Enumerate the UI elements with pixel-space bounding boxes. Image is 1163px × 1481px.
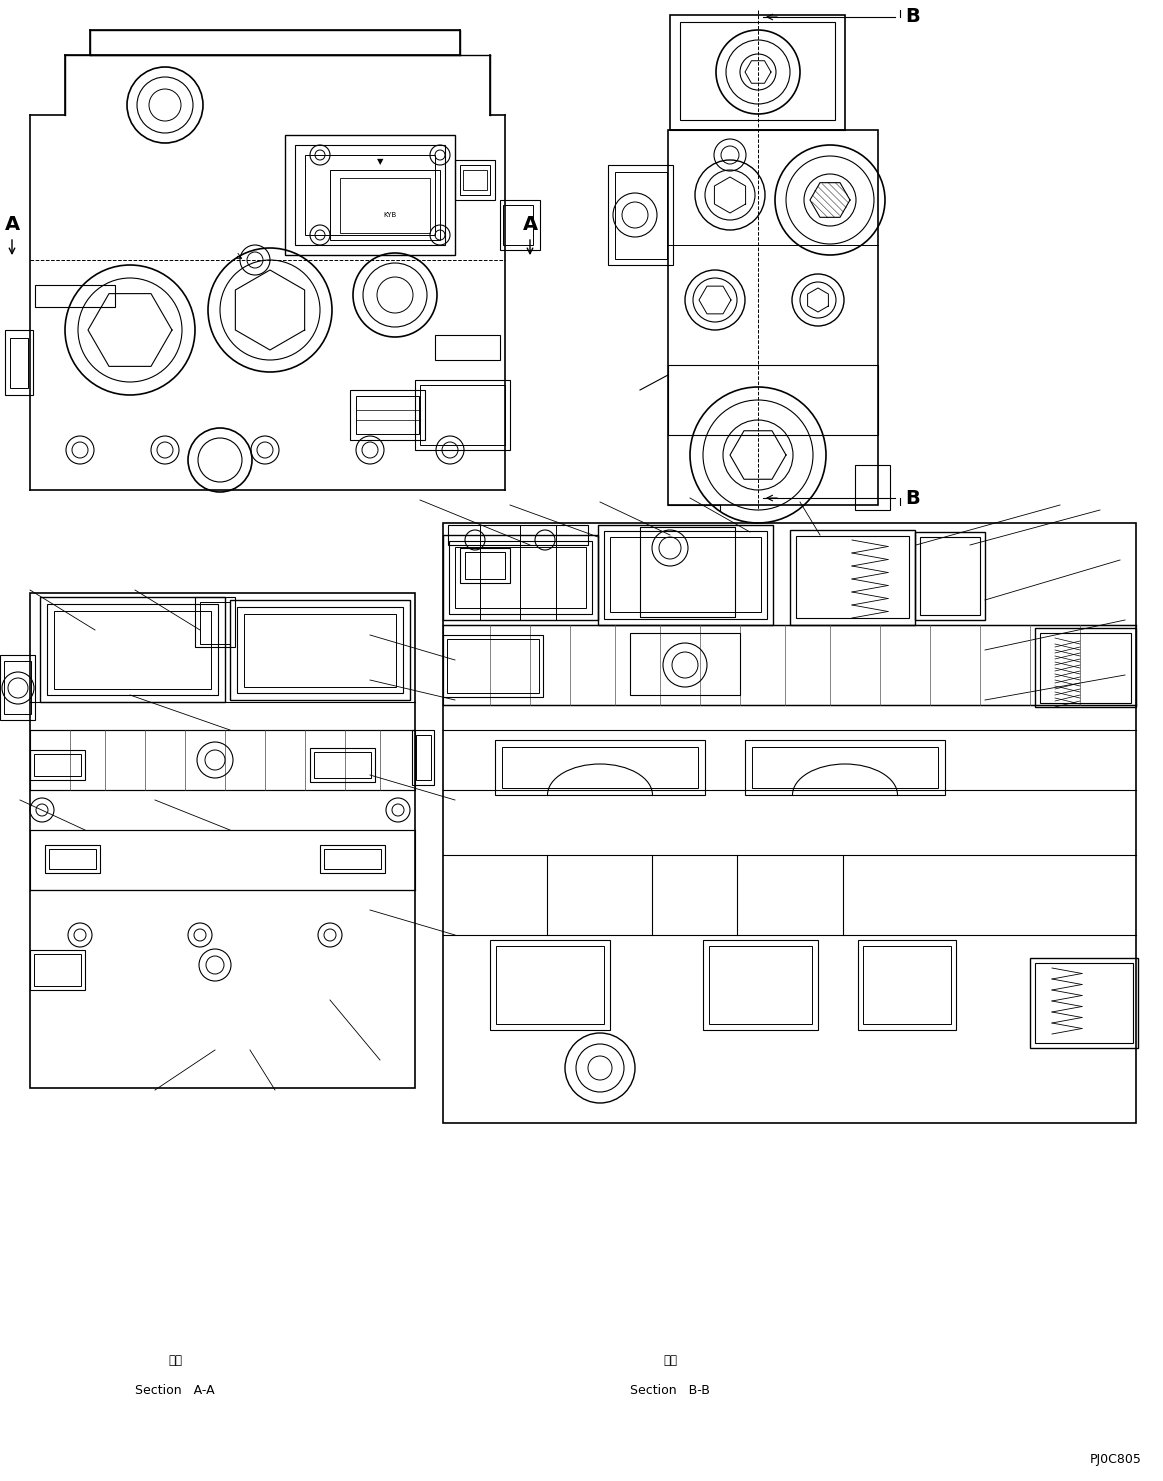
Bar: [285, 135, 455, 255]
Bar: [320, 846, 385, 872]
Bar: [35, 284, 115, 307]
Bar: [863, 946, 951, 1023]
Bar: [745, 740, 946, 795]
Bar: [504, 204, 533, 244]
Bar: [244, 615, 395, 687]
Bar: [449, 541, 592, 615]
Bar: [448, 524, 588, 545]
Bar: [502, 746, 698, 788]
Bar: [30, 592, 415, 1089]
Bar: [53, 612, 211, 689]
Bar: [630, 632, 740, 695]
Bar: [455, 546, 586, 609]
Bar: [90, 30, 461, 55]
Bar: [495, 740, 705, 795]
Bar: [640, 527, 735, 618]
Bar: [340, 178, 430, 233]
Bar: [1030, 958, 1139, 1049]
Bar: [330, 170, 440, 240]
Bar: [709, 946, 812, 1023]
Bar: [611, 538, 761, 612]
Bar: [412, 730, 434, 785]
Bar: [443, 535, 598, 621]
Bar: [230, 600, 411, 701]
Text: Section   B-B: Section B-B: [630, 1383, 709, 1397]
Bar: [920, 538, 980, 615]
Bar: [295, 145, 445, 244]
Bar: [461, 548, 511, 584]
Bar: [668, 364, 878, 435]
Bar: [461, 164, 490, 195]
Bar: [45, 846, 100, 872]
Text: 断面: 断面: [663, 1354, 677, 1367]
Text: Section   A-A: Section A-A: [135, 1383, 215, 1397]
Bar: [40, 597, 224, 702]
Bar: [752, 746, 939, 788]
Bar: [350, 390, 424, 440]
Bar: [416, 735, 431, 780]
Bar: [790, 530, 915, 625]
Bar: [30, 829, 415, 890]
Bar: [447, 638, 538, 693]
Bar: [465, 552, 505, 579]
Bar: [443, 523, 1136, 1123]
Bar: [311, 748, 374, 782]
Bar: [305, 156, 435, 235]
Text: KYB: KYB: [384, 212, 397, 218]
Bar: [455, 160, 495, 200]
Bar: [5, 330, 33, 395]
Bar: [500, 200, 540, 250]
Bar: [237, 607, 404, 693]
Bar: [34, 954, 81, 986]
Bar: [670, 15, 846, 130]
Bar: [34, 754, 81, 776]
Bar: [30, 749, 85, 780]
Bar: [420, 385, 505, 444]
Bar: [702, 940, 818, 1029]
Bar: [324, 849, 381, 869]
Bar: [680, 22, 835, 120]
Bar: [443, 625, 1136, 705]
Text: B: B: [905, 7, 920, 27]
Bar: [435, 335, 500, 360]
Bar: [443, 635, 543, 698]
Bar: [490, 940, 611, 1029]
Bar: [855, 465, 890, 509]
Text: B: B: [905, 489, 920, 508]
Bar: [608, 164, 673, 265]
Bar: [1040, 632, 1130, 703]
Bar: [795, 536, 909, 618]
Text: A: A: [5, 216, 20, 234]
Text: ▼: ▼: [377, 157, 384, 166]
Bar: [668, 130, 878, 505]
Bar: [3, 661, 31, 714]
Text: 断面: 断面: [167, 1354, 181, 1367]
Bar: [858, 940, 956, 1029]
Bar: [30, 949, 85, 989]
Bar: [10, 338, 28, 388]
Bar: [915, 532, 985, 621]
Bar: [604, 532, 768, 619]
Bar: [598, 524, 773, 625]
Bar: [1035, 628, 1136, 706]
Bar: [463, 170, 487, 190]
Bar: [314, 752, 371, 778]
Bar: [415, 381, 511, 450]
Text: PJ0C805: PJ0C805: [1090, 1453, 1142, 1466]
Bar: [30, 730, 415, 789]
Bar: [495, 946, 604, 1023]
Bar: [1035, 963, 1133, 1043]
Bar: [0, 655, 35, 720]
Bar: [195, 597, 235, 647]
Bar: [47, 604, 217, 695]
Text: A: A: [522, 216, 537, 234]
Bar: [200, 601, 230, 644]
Bar: [356, 395, 419, 434]
Bar: [615, 172, 668, 259]
Bar: [49, 849, 97, 869]
